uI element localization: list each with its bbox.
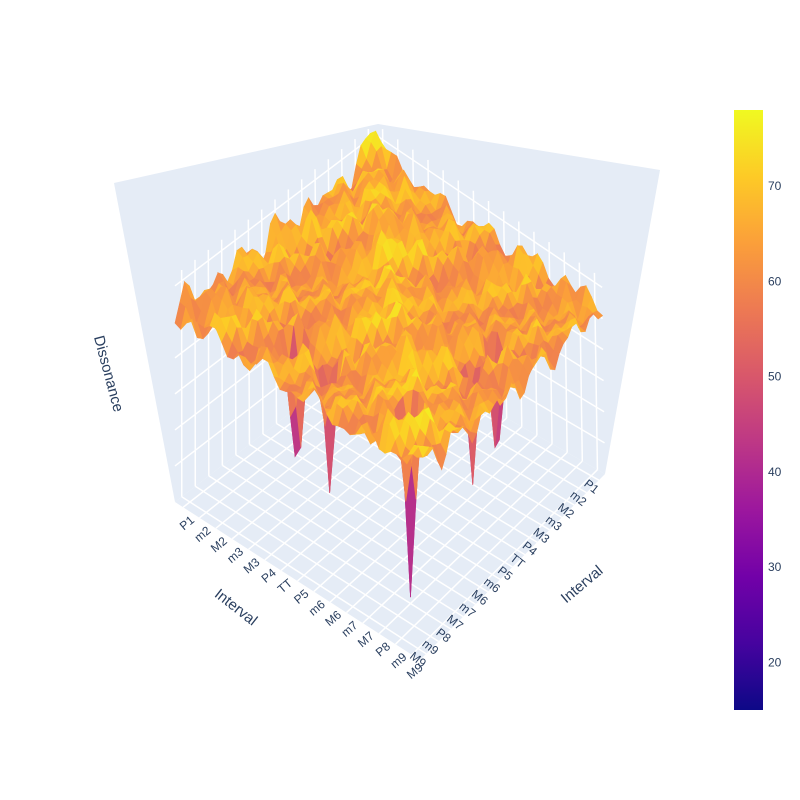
- y-tick-label: P8: [373, 639, 393, 659]
- wall-grid-line: [207, 249, 210, 476]
- colorbar-tick-label: 60: [768, 274, 782, 288]
- y-tick-label: P4: [259, 565, 279, 585]
- colorbar: 20 30 40 50 60 70: [734, 110, 782, 710]
- y-tick-label: TT: [275, 576, 296, 597]
- colorbar-tick-label: 30: [768, 560, 782, 574]
- surface: [174, 130, 604, 598]
- colorbar-tick-labels: 20 30 40 50 60 70: [768, 179, 782, 669]
- floor-grid-line: [181, 496, 427, 655]
- y-tick-label: P1: [177, 513, 197, 533]
- wall-grid-line: [374, 133, 603, 288]
- floor-grid-line: [194, 485, 439, 643]
- floor-grid-line: [411, 469, 598, 656]
- wall-grid-line: [220, 239, 224, 466]
- z-axis-title: Dissonance: [90, 334, 127, 414]
- colorbar-tick-label: 70: [768, 179, 782, 193]
- colorbar-tick-label: 50: [768, 370, 782, 384]
- wall-grid-line: [174, 133, 376, 287]
- colorbar-gradient: [734, 110, 763, 710]
- surface-patch: [414, 445, 425, 447]
- floor-grid-line: [394, 460, 583, 645]
- floor-grid-line: [378, 451, 568, 635]
- x-axis-title: Interval: [211, 586, 260, 630]
- colorbar-tick-label: 20: [768, 655, 782, 669]
- y-tick-label: P5: [291, 586, 311, 606]
- y-axis-title: Interval: [558, 562, 607, 607]
- colorbar-tick-label: 40: [768, 465, 782, 479]
